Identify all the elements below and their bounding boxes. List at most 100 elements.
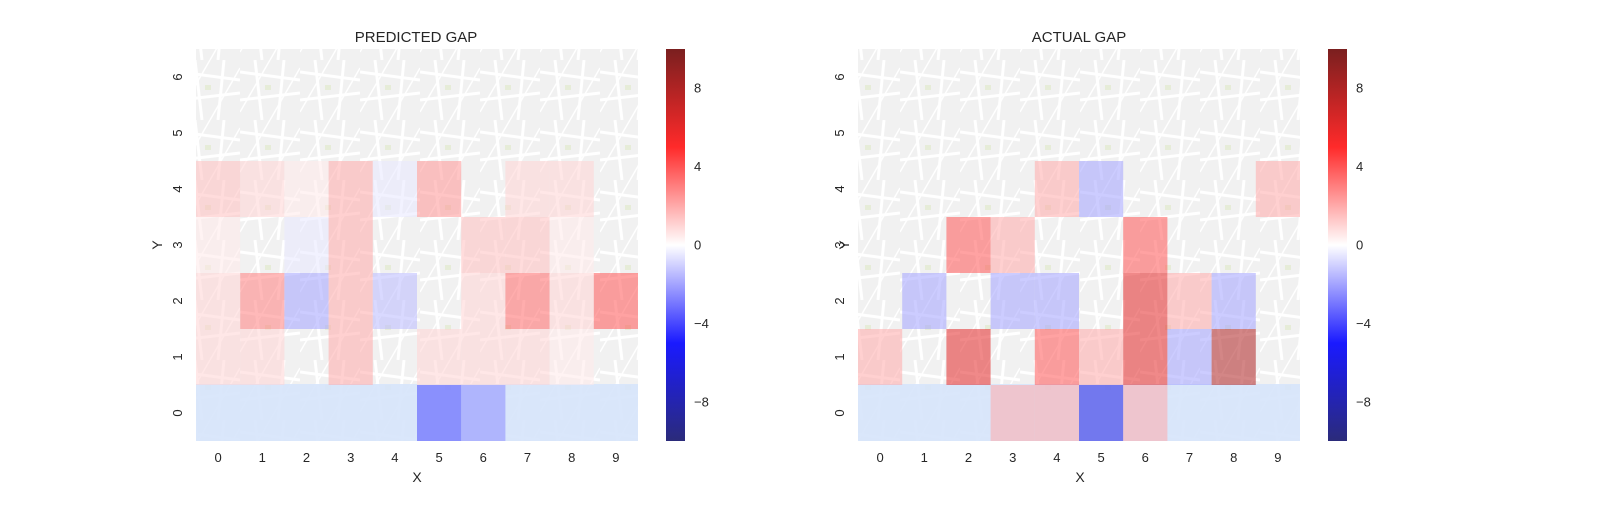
- heatmap-cell: [1123, 217, 1168, 273]
- heatmap-cell: [328, 217, 373, 273]
- x-tick-label: 7: [1186, 450, 1193, 465]
- y-tick-label: 2: [170, 297, 185, 304]
- y-tick-labels: 6 5 4 3 2 1 0: [170, 73, 185, 416]
- heatmap-cell: [372, 273, 417, 329]
- heatmap-cell: [505, 217, 550, 273]
- heatmap-cell: [1034, 273, 1079, 329]
- heatmap-cell: [990, 217, 1035, 273]
- x-axis-label: X: [1075, 469, 1085, 485]
- colorbar-tick-label: −4: [1356, 316, 1371, 331]
- x-tick-label: 0: [876, 450, 883, 465]
- colorbar: [1328, 49, 1347, 441]
- heatmap-cell: [284, 161, 329, 217]
- y-tick-label: 3: [832, 241, 847, 248]
- x-tick-label: 9: [612, 450, 619, 465]
- colorbar-tick-label: 0: [694, 238, 701, 253]
- x-tick-label: 1: [259, 450, 266, 465]
- x-tick-label: 2: [965, 450, 972, 465]
- x-tick-labels: 0 1 2 3 4 5 6 7 8 9: [214, 450, 619, 465]
- x-tick-label: 3: [1009, 450, 1016, 465]
- heatmap-cell: [505, 161, 550, 217]
- x-tick-label: 9: [1274, 450, 1281, 465]
- heatmap-cell: [240, 161, 285, 217]
- heatmap-cell: [284, 273, 329, 329]
- heatmap-cell: [417, 161, 462, 217]
- x-tick-label: 4: [1053, 450, 1060, 465]
- heatmap-cell: [1123, 329, 1168, 385]
- y-tick-label: 3: [170, 241, 185, 248]
- heatmap-cell: [1123, 385, 1168, 441]
- x-tick-label: 8: [568, 450, 575, 465]
- colorbar-tick-label: 4: [694, 159, 701, 174]
- y-tick-labels: 6 5 4 3 2 1 0: [832, 73, 847, 416]
- x-tick-label: 1: [921, 450, 928, 465]
- heatmap-cell: [372, 161, 417, 217]
- heatmap-cell: [946, 217, 991, 273]
- y-tick-label: 0: [170, 409, 185, 416]
- y-tick-label: 5: [832, 129, 847, 136]
- y-tick-label: 1: [832, 353, 847, 360]
- heatmap-cell: [990, 273, 1035, 329]
- colorbar-tick-label: −8: [1356, 394, 1371, 409]
- heatmap-cell: [196, 273, 241, 329]
- heatmap-cell: [328, 273, 373, 329]
- x-tick-label: 6: [480, 450, 487, 465]
- chart-title: PREDICTED GAP: [355, 29, 478, 46]
- heatmap-cell: [990, 385, 1035, 441]
- heatmap-cell: [196, 217, 241, 273]
- heatmap-cell: [461, 217, 506, 273]
- heatmap-cell: [328, 161, 373, 217]
- colorbar-tick-label: −8: [694, 394, 709, 409]
- heatmap-cell: [902, 273, 947, 329]
- heatmap-cells: [858, 161, 1300, 441]
- heatmap-cell: [240, 273, 285, 329]
- heatmap-cells: [196, 161, 638, 441]
- heatmap-cell: [1211, 329, 1256, 385]
- y-tick-label: 6: [832, 73, 847, 80]
- colorbar-tick-label: 0: [1356, 238, 1363, 253]
- heatmap-cell: [1034, 161, 1079, 217]
- colorbar: [666, 49, 685, 441]
- heatmap-cell: [1079, 161, 1124, 217]
- heatmap-cell: [328, 329, 373, 385]
- colorbar-tick-label: 8: [1356, 81, 1363, 96]
- y-tick-label: 5: [170, 129, 185, 136]
- colorbar-tick-label: 8: [694, 81, 701, 96]
- y-tick-label: 4: [832, 185, 847, 192]
- x-tick-labels: 0 1 2 3 4 5 6 7 8 9: [876, 450, 1281, 465]
- heatmap-cell: [284, 217, 329, 273]
- heatmap-cell: [1079, 329, 1124, 385]
- heatmap-cell: [946, 329, 991, 385]
- heatmap-cell: [1034, 329, 1079, 385]
- heatmap-cell: [1167, 273, 1212, 329]
- heatmap-cell: [1123, 273, 1168, 329]
- y-tick-label: 4: [170, 185, 185, 192]
- heatmap-cell: [417, 385, 462, 441]
- heatmap-cell: [549, 217, 594, 273]
- x-tick-label: 8: [1230, 450, 1237, 465]
- x-tick-label: 3: [347, 450, 354, 465]
- heatmap-cell: [417, 329, 462, 385]
- y-axis-label: Y: [836, 240, 852, 250]
- heatmap-cell: [549, 273, 594, 329]
- y-tick-label: 0: [832, 409, 847, 416]
- x-tick-label: 5: [1097, 450, 1104, 465]
- colorbar-tick-label: 4: [1356, 159, 1363, 174]
- x-tick-label: 0: [214, 450, 221, 465]
- chart-title: ACTUAL GAP: [1032, 29, 1126, 46]
- heatmap-cell: [196, 161, 241, 217]
- colorbar-tick-labels: −8 −4 0 4 8: [1356, 81, 1371, 410]
- heatmap-cell: [1079, 385, 1124, 441]
- x-tick-label: 6: [1142, 450, 1149, 465]
- heatmap-cell: [1255, 161, 1300, 217]
- heatmap-cell: [1167, 329, 1212, 385]
- x-tick-label: 5: [435, 450, 442, 465]
- heatmap-cell: [1211, 273, 1256, 329]
- actual-gap-panel: ACTUAL GAP 0 1 2 3 4 5 6 7 8 9 6 5 4 3 2 1 0 X Y −8 −4 0 4…: [832, 29, 1371, 485]
- y-axis-label: Y: [149, 240, 165, 250]
- colorbar-tick-label: −4: [694, 316, 709, 331]
- colorbar-tick-labels: −8 −4 0 4 8: [694, 81, 709, 410]
